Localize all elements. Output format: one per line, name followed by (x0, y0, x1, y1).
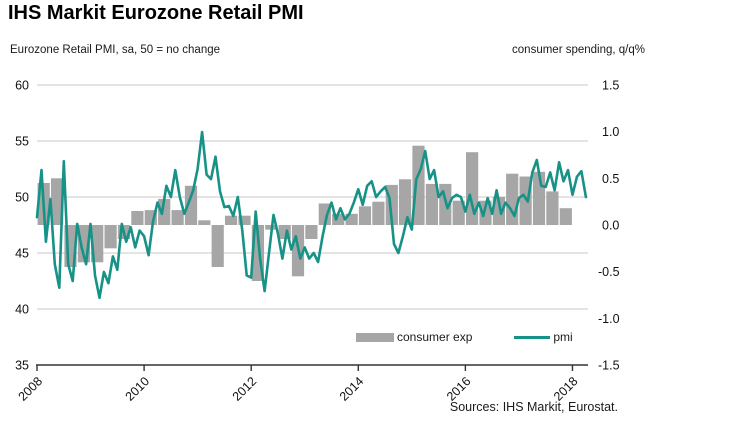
right-tick-label: -1.0 (598, 312, 620, 326)
consumer-exp-bar (184, 185, 198, 225)
right-tick-label: 1.5 (602, 79, 619, 93)
legend-label-consumer-exp: consumer exp (397, 330, 473, 344)
left-tick-label: 55 (15, 135, 29, 149)
consumer-exp-bar (452, 200, 465, 225)
consumer-exp-bar (171, 210, 184, 225)
consumer-exp-bar (104, 225, 117, 249)
consumer-exp-bar (198, 220, 211, 225)
consumer-exp-bar (425, 183, 438, 225)
consumer-exp-bar (546, 191, 559, 225)
chart-title: IHS Markit Eurozone Retail PMI (8, 2, 304, 24)
consumer-exp-bar (345, 213, 358, 225)
left-tick-label: 35 (15, 359, 29, 373)
consumer-exp-bar (479, 200, 492, 225)
left-axis-title: Eurozone Retail PMI, sa, 50 = no change (10, 44, 221, 56)
consumer-exp-swatch-icon (356, 332, 394, 342)
right-tick-label: -1.5 (598, 359, 620, 373)
legend-item-pmi: pmi (514, 330, 573, 344)
consumer-exp-bar (399, 179, 412, 225)
left-tick-label: 50 (15, 191, 29, 205)
consumer-exp-bar (466, 152, 479, 225)
consumer-exp-bar (158, 198, 171, 225)
consumer-exp-bar (131, 211, 144, 225)
right-tick-label: 1.0 (602, 125, 619, 139)
pmi-line (35, 130, 588, 300)
x-tick-label: 2014 (337, 374, 367, 404)
consumer-exp-bar (492, 197, 505, 225)
chart-legend: consumer exp pmi (356, 330, 573, 344)
consumer-exp-bar (211, 225, 224, 267)
consumer-exp-bar (372, 201, 385, 225)
legend-item-consumer-exp: consumer exp (356, 330, 472, 344)
legend-label-pmi: pmi (553, 330, 573, 344)
right-tick-label: -0.5 (598, 265, 620, 279)
x-tick-label: 2010 (123, 374, 153, 404)
left-tick-label: 60 (15, 79, 29, 93)
x-tick-label: 2008 (16, 374, 46, 404)
left-tick-label: 45 (15, 247, 29, 261)
consumer-exp-bar (559, 208, 572, 225)
consumer-exp-bar (238, 215, 251, 225)
pmi-line-swatch-icon (514, 335, 551, 339)
consumer-exp-bar (51, 178, 64, 225)
consumer-exp-bar (506, 173, 519, 225)
right-axis-title: consumer spending, q/q% (512, 44, 645, 56)
source-note: Sources: IHS Markit, Eurostat. (449, 400, 618, 414)
right-tick-label: 0.5 (602, 172, 619, 186)
consumer-exp-bar (305, 225, 318, 239)
left-tick-label: 40 (15, 303, 29, 317)
consumer-exp-bar (225, 215, 238, 225)
consumer-exp-bar (358, 206, 372, 225)
right-tick-label: 0.0 (602, 219, 619, 233)
consumer-exp-bar (332, 213, 345, 225)
x-tick-label: 2012 (230, 374, 260, 404)
